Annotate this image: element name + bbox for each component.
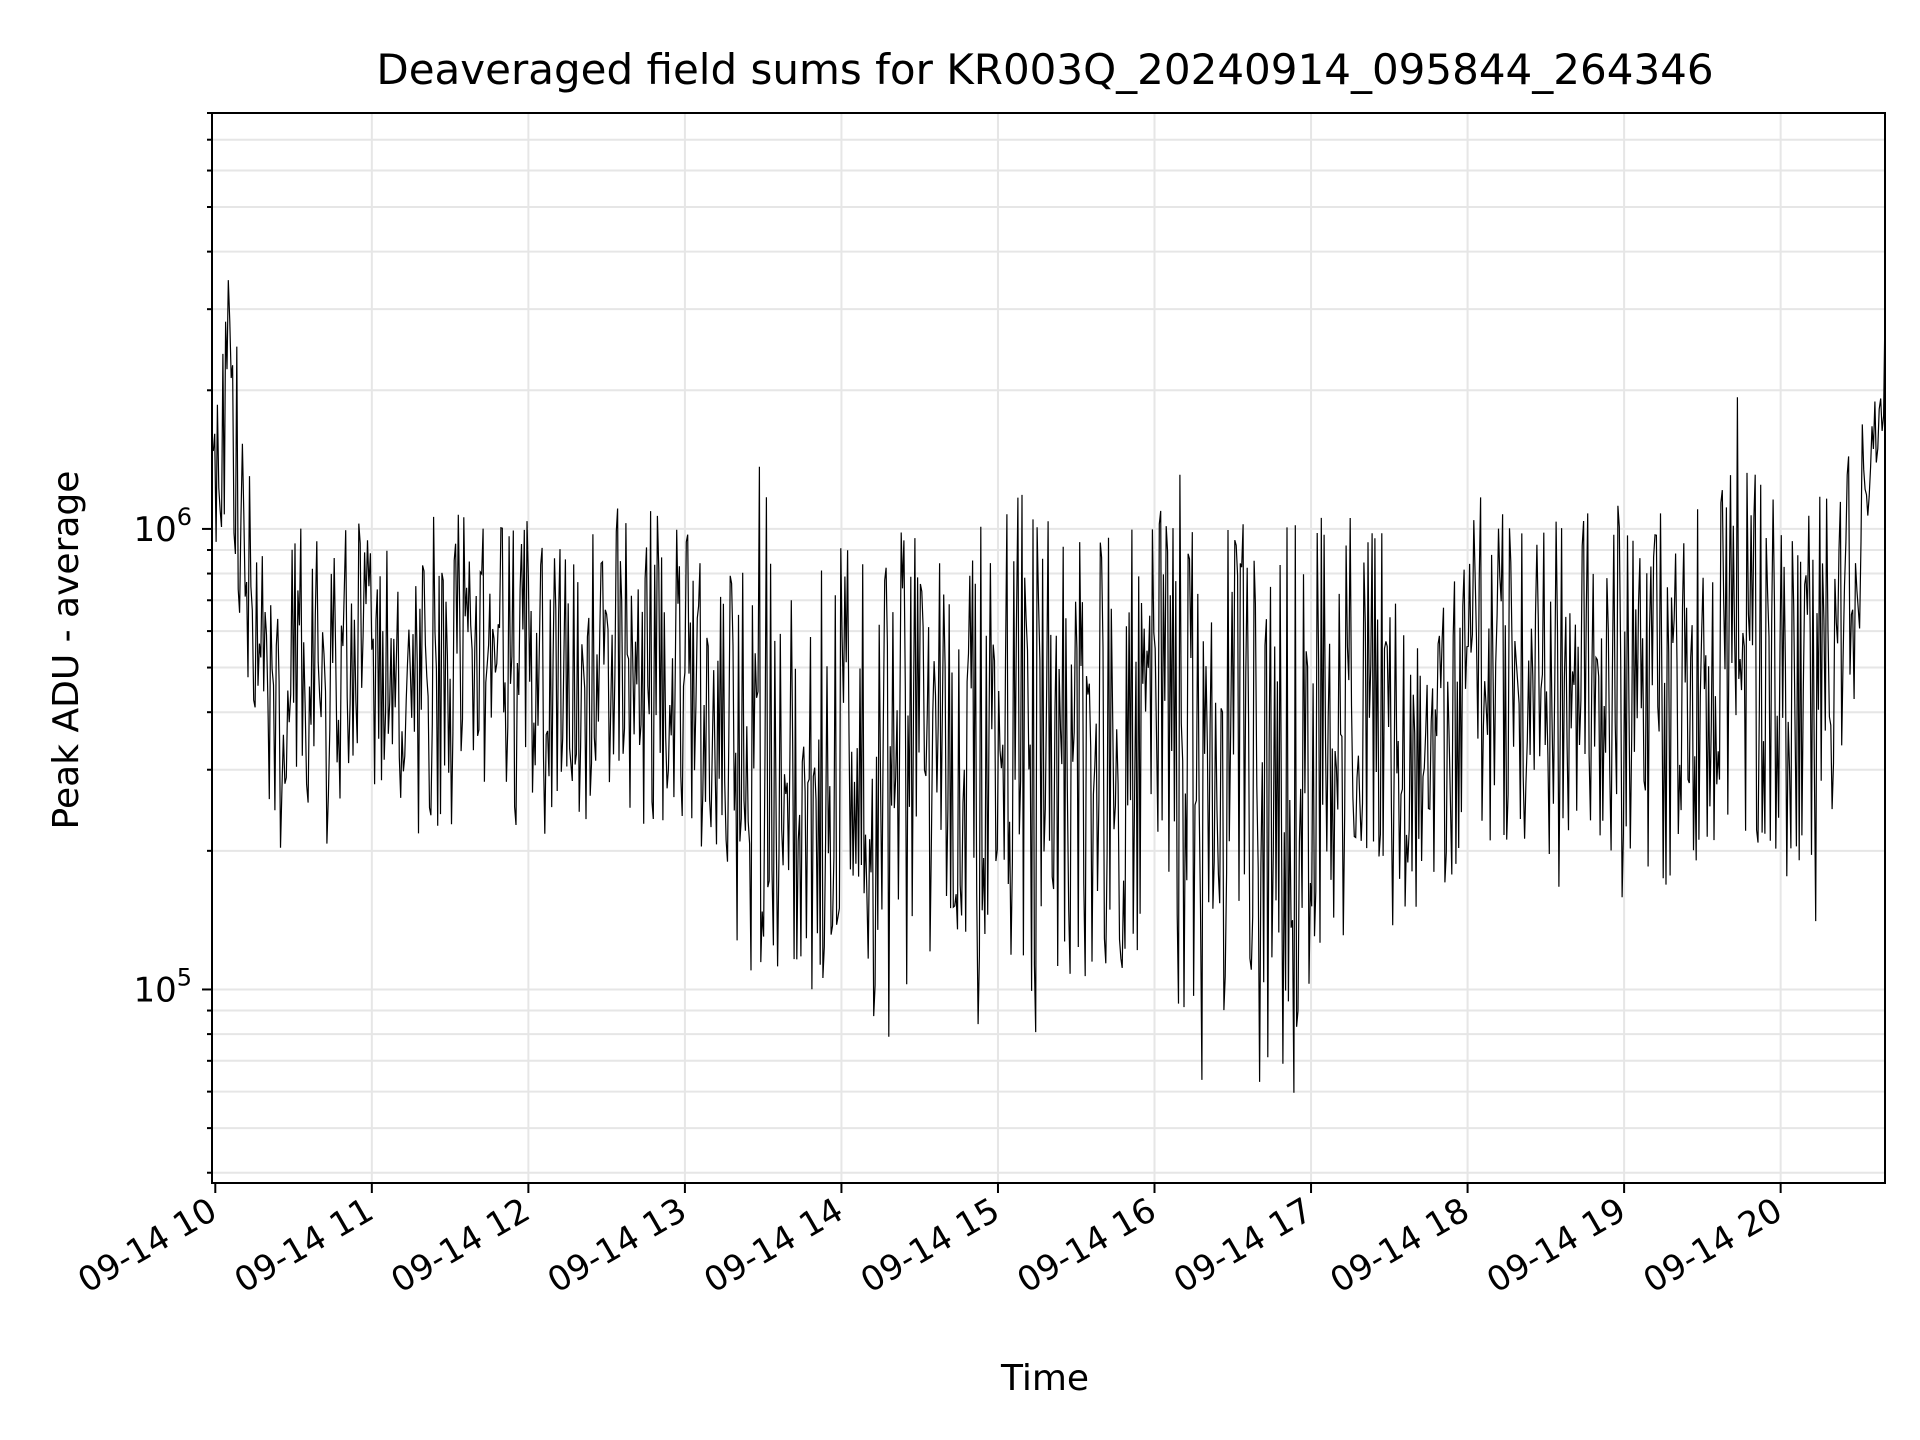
series-line bbox=[211, 280, 1886, 1093]
y-axis-ticks: 105 106 bbox=[133, 112, 212, 1174]
chart-title: Deaveraged field sums for KR003Q_2024091… bbox=[376, 45, 1713, 94]
plot-frame bbox=[211, 112, 1886, 1184]
x-axis-label: Time bbox=[1000, 1358, 1089, 1399]
y-axis-label: Peak ADU - average bbox=[46, 471, 87, 830]
y-tick-label: 105 bbox=[133, 963, 192, 1010]
y-tick-label: 106 bbox=[133, 503, 192, 550]
data-series bbox=[211, 280, 1886, 1093]
